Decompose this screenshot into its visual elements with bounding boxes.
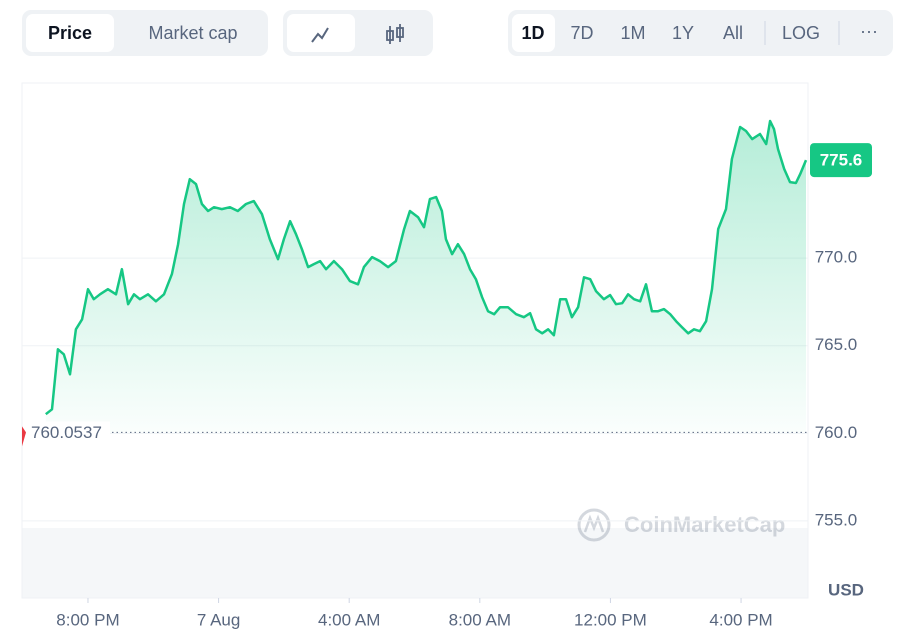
y-tick-label: 765.0 (815, 335, 858, 354)
reference-label-bg (26, 421, 110, 444)
range-button[interactable]: All (723, 23, 743, 43)
x-tick-label: 8:00 AM (449, 610, 511, 629)
tab-active (26, 14, 114, 52)
tab[interactable]: Price (48, 23, 92, 43)
x-tick-label: 4:00 AM (318, 610, 380, 629)
area-fill (45, 121, 807, 433)
open-marker (22, 426, 26, 447)
reference-label: 760.0537 (31, 423, 102, 442)
log-button[interactable]: LOG (782, 23, 820, 43)
range-active (512, 14, 555, 52)
tab[interactable]: Market cap (148, 23, 237, 43)
candle-icon[interactable] (386, 24, 404, 44)
more-button[interactable]: ··· (860, 21, 878, 41)
x-tick-label: 8:00 PM (56, 610, 119, 629)
range-button[interactable]: 7D (570, 23, 593, 43)
price-tag-label: 775.6 (820, 151, 863, 170)
price-tag (810, 143, 872, 178)
line-button[interactable] (287, 14, 355, 52)
y-tick-label: 755.0 (815, 510, 858, 529)
line-icon (311, 27, 329, 43)
range-button[interactable]: 1Y (672, 23, 694, 43)
watermark: CoinMarketCap (624, 512, 785, 537)
y-axis-unit: USD (828, 580, 864, 599)
x-tick-label: 4:00 PM (709, 610, 772, 629)
x-tick-label: 12:00 PM (574, 610, 647, 629)
y-tick-label: 770.0 (815, 248, 858, 267)
volume-band (22, 528, 808, 598)
range-button[interactable]: 1D (521, 23, 544, 43)
range-button[interactable]: 1M (620, 23, 645, 43)
y-tick-label: 760.0 (815, 423, 858, 442)
x-tick-label: 7 Aug (197, 610, 241, 629)
price-line (45, 119, 808, 416)
watermark-logo (577, 508, 611, 542)
range-group (508, 10, 893, 56)
